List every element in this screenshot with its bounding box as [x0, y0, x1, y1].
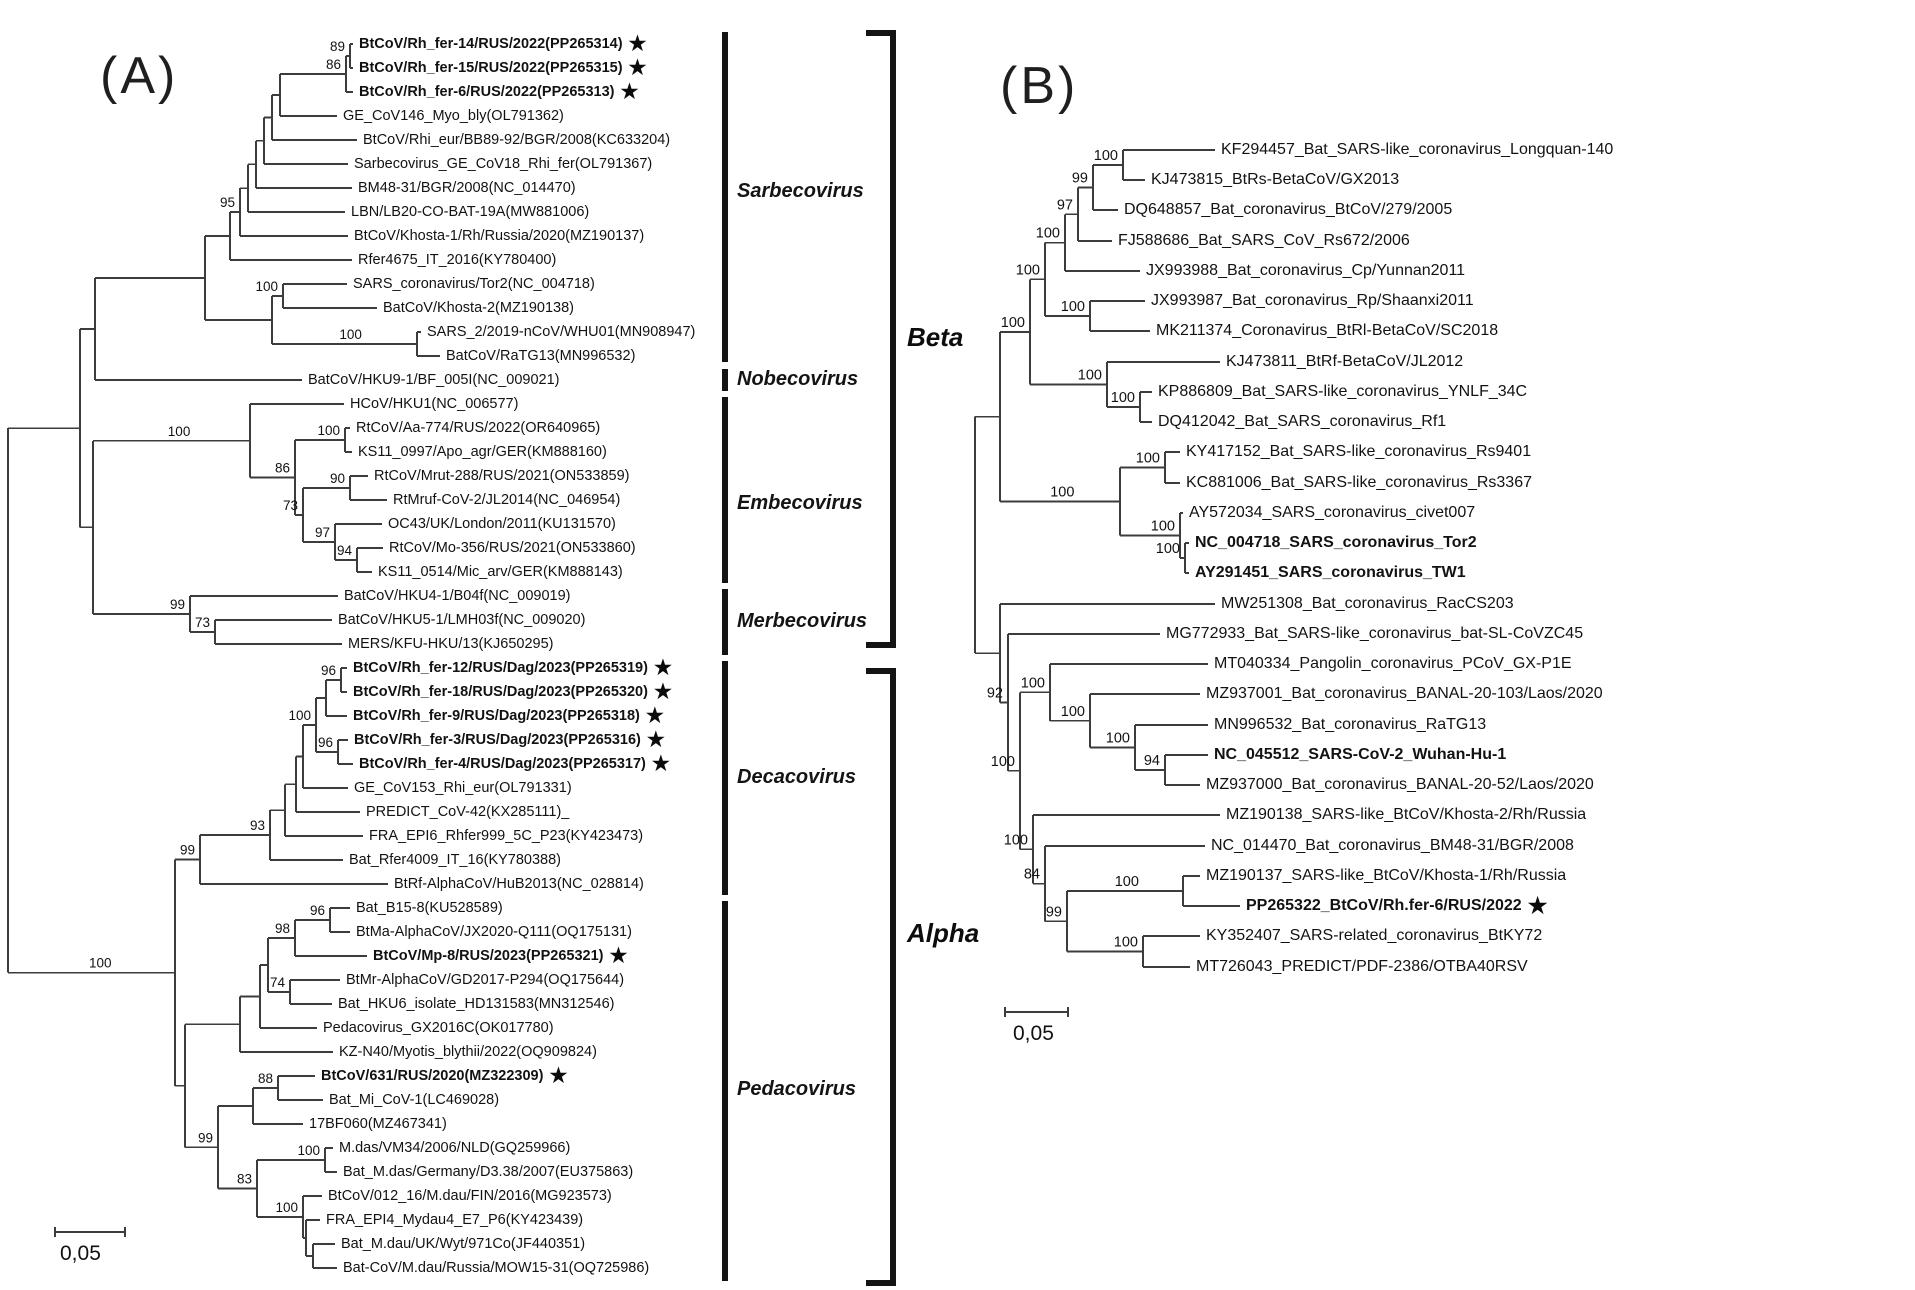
- bootstrap-value: 96: [318, 735, 333, 750]
- bootstrap-value: 100: [297, 1143, 320, 1158]
- bootstrap-value: 84: [1024, 867, 1040, 883]
- genus-bar: [722, 661, 728, 895]
- bootstrap-value: 86: [275, 461, 290, 476]
- scale-bar-label: 0,05: [1013, 1022, 1054, 1045]
- bootstrap-value: 100: [1151, 519, 1175, 535]
- bootstrap-value: 97: [315, 525, 330, 540]
- bootstrap-value: 100: [1114, 935, 1138, 951]
- bootstrap-value: 100: [1016, 262, 1040, 278]
- bootstrap-value: 100: [339, 327, 362, 342]
- bootstrap-value: 89: [330, 39, 345, 54]
- bootstrap-value: 100: [89, 956, 112, 971]
- bootstrap-value: 94: [1144, 753, 1160, 769]
- bootstrap-value: 100: [1106, 731, 1130, 747]
- clade-bracket: [866, 668, 896, 1286]
- bootstrap-value: 100: [288, 708, 311, 723]
- bootstrap-value: 100: [1156, 541, 1180, 557]
- bootstrap-value: 92: [987, 685, 1003, 701]
- bootstrap-value: 100: [1094, 148, 1118, 164]
- bootstrap-value: 99: [1046, 904, 1062, 920]
- bootstrap-value: 100: [1050, 485, 1074, 501]
- genus-bar: [722, 589, 728, 655]
- genus-bar: [722, 369, 728, 391]
- bootstrap-value: 100: [168, 424, 191, 439]
- clade-bracket: [866, 30, 896, 648]
- scale-bar-label: 0,05: [60, 1242, 101, 1265]
- genus-bar: [722, 901, 728, 1281]
- bootstrap-value: 96: [321, 663, 336, 678]
- bootstrap-value: 86: [326, 57, 341, 72]
- bootstrap-value: 100: [1136, 451, 1160, 467]
- bootstrap-value: 96: [310, 903, 325, 918]
- bootstrap-value: 93: [250, 818, 265, 833]
- bootstrap-value: 100: [1061, 704, 1085, 720]
- bootstrap-value: 100: [275, 1200, 298, 1215]
- bootstrap-value: 100: [1111, 390, 1135, 406]
- bootstrap-value: 99: [198, 1130, 213, 1145]
- bootstrap-value: 98: [275, 921, 290, 936]
- bootstrap-value: 100: [1115, 874, 1139, 890]
- bootstrap-value: 99: [1072, 171, 1088, 187]
- bootstrap-value: 74: [270, 975, 286, 990]
- bootstrap-value: 100: [1061, 299, 1085, 315]
- bootstrap-value: 99: [180, 843, 195, 858]
- bootstrap-value: 100: [1001, 315, 1025, 331]
- bootstrap-value: 99: [170, 597, 185, 612]
- bootstrap-value: 100: [255, 279, 278, 294]
- bootstrap-value: 95: [220, 195, 235, 210]
- bootstrap-value: 100: [1004, 832, 1028, 848]
- bootstrap-value: 100: [1021, 675, 1045, 691]
- bootstrap-value: 100: [317, 423, 340, 438]
- bootstrap-value: 94: [337, 543, 353, 558]
- genus-bar: [722, 397, 728, 583]
- genus-bar: [722, 32, 728, 362]
- bootstrap-value: 88: [258, 1071, 273, 1086]
- bootstrap-value: 83: [237, 1172, 252, 1187]
- bootstrap-value: 73: [195, 615, 210, 630]
- bootstrap-value: 100: [1036, 226, 1060, 242]
- bootstrap-value: 97: [1057, 197, 1073, 213]
- bootstrap-value: 100: [1078, 368, 1102, 384]
- bootstrap-value: 73: [283, 498, 298, 513]
- bootstrap-value: 90: [330, 471, 345, 486]
- bootstrap-value: 100: [991, 754, 1015, 770]
